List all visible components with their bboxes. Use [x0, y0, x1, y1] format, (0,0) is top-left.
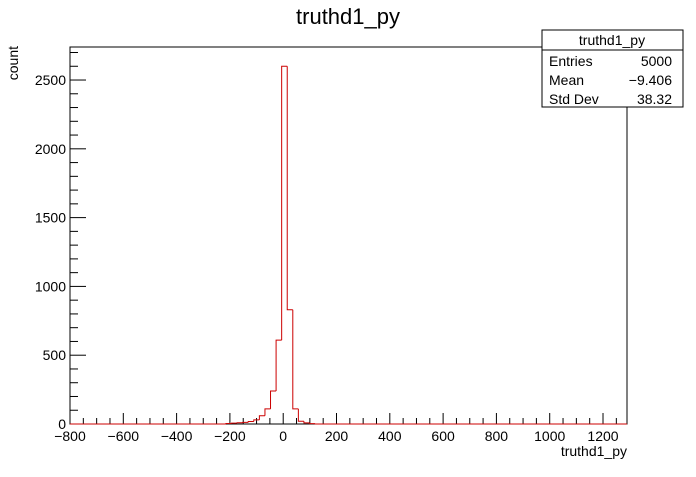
x-tick-label: 400 — [378, 428, 402, 444]
stats-box: truthd1_py Entries 5000 Mean −9.406 Std Dev 3… — [542, 30, 683, 107]
y-tick-label: 2000 — [35, 141, 66, 157]
hist-bin — [226, 423, 232, 424]
y-tick-label: 2500 — [35, 72, 66, 88]
x-tick-label: −600 — [108, 428, 140, 444]
y-tick-label: 1500 — [35, 210, 66, 226]
x-tick-label: 1200 — [587, 428, 618, 444]
y-tick-label: 1000 — [35, 278, 66, 294]
stats-label: Entries — [549, 53, 593, 69]
x-tick-label: 600 — [431, 428, 455, 444]
x-tick-label: −400 — [161, 428, 193, 444]
x-tick-label: 800 — [485, 428, 509, 444]
stats-value: 38.32 — [637, 91, 672, 107]
stats-value: 5000 — [641, 53, 672, 69]
chart-title: truthd1_py — [296, 4, 400, 29]
x-axis-label: truthd1_py — [561, 443, 627, 459]
x-tick-label: 1000 — [534, 428, 565, 444]
stats-title: truthd1_py — [579, 32, 645, 48]
y-axis-label: count — [5, 46, 21, 80]
stats-label: Std Dev — [549, 91, 599, 107]
y-tick-label: 500 — [43, 347, 67, 363]
stats-label: Mean — [549, 72, 584, 88]
y-tick-label: 0 — [58, 416, 66, 432]
x-tick-label: 0 — [279, 428, 287, 444]
stats-value: −9.406 — [629, 72, 672, 88]
x-tick-label: 200 — [325, 428, 349, 444]
x-tick-label: −200 — [214, 428, 246, 444]
